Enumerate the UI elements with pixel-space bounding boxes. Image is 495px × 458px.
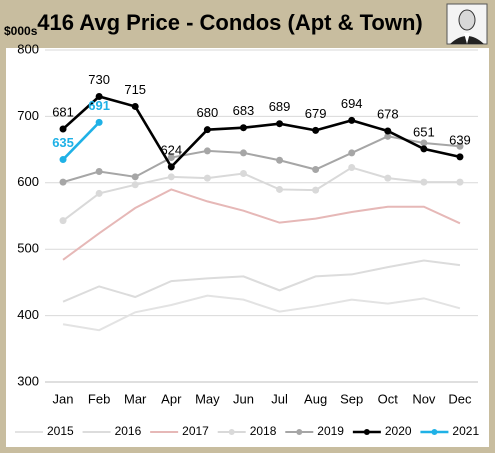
x-tick-label: May: [195, 391, 220, 406]
point: [239, 124, 247, 132]
x-tick-label: Nov: [412, 391, 436, 406]
point: [167, 154, 175, 162]
point: [276, 185, 284, 193]
point: [348, 164, 356, 172]
point: [95, 168, 103, 176]
legend-label: 2020: [385, 424, 412, 438]
point: [276, 120, 284, 128]
data-label: 715: [124, 82, 146, 97]
legend-marker: [296, 429, 303, 435]
x-tick-label: Jul: [271, 391, 288, 406]
data-label: 694: [341, 96, 363, 111]
legend-marker: [363, 429, 370, 435]
point: [95, 118, 103, 126]
point: [95, 189, 103, 197]
point: [203, 174, 211, 182]
x-tick-label: Oct: [378, 391, 399, 406]
legend-label: 2015: [47, 424, 74, 438]
data-label: 678: [377, 106, 399, 121]
point: [59, 125, 67, 133]
point: [312, 186, 320, 194]
legend-label: 2016: [115, 424, 142, 438]
point: [167, 173, 175, 181]
y-tick-label: 400: [17, 307, 39, 322]
series-line: [62, 294, 461, 332]
point: [131, 173, 139, 181]
point: [348, 149, 356, 157]
y-tick-label: 600: [17, 174, 39, 189]
x-tick-label: Apr: [161, 391, 182, 406]
data-label: 680: [197, 105, 219, 120]
data-label: 635: [52, 135, 74, 150]
point: [239, 149, 247, 157]
legend-label: 2018: [250, 424, 277, 438]
x-tick-label: Feb: [88, 391, 110, 406]
point: [420, 178, 428, 186]
point: [384, 127, 392, 135]
series-line: [62, 259, 461, 303]
data-label: 681: [52, 104, 74, 119]
data-label: 624: [160, 142, 182, 157]
point: [312, 166, 320, 174]
y-tick-label: 800: [17, 41, 39, 56]
portrait-icon: [446, 3, 488, 45]
point: [131, 181, 139, 189]
data-label: 689: [269, 99, 291, 114]
data-label: 639: [449, 132, 471, 147]
data-label: 679: [305, 106, 327, 121]
point: [59, 156, 67, 164]
y-tick-label: 300: [17, 373, 39, 388]
x-tick-label: Sep: [340, 391, 363, 406]
series-line: [62, 135, 461, 184]
x-tick-label: Jun: [233, 391, 254, 406]
data-label: 651: [413, 124, 435, 139]
x-tick-label: Aug: [304, 391, 327, 406]
series-line: [62, 95, 461, 169]
point: [203, 147, 211, 155]
point: [420, 145, 428, 153]
y-tick-label: 500: [17, 241, 39, 256]
point: [348, 116, 356, 124]
data-label: 730: [88, 72, 110, 87]
y-tick-label: 700: [17, 108, 39, 123]
point: [203, 126, 211, 134]
point: [420, 139, 428, 147]
x-tick-label: Mar: [124, 391, 147, 406]
data-label: 691: [88, 98, 110, 113]
point: [131, 102, 139, 110]
series-line: [62, 166, 460, 222]
series-line: [62, 188, 461, 261]
point: [456, 178, 464, 186]
point: [456, 142, 464, 150]
point: [384, 174, 392, 182]
y-axis-label: $000s: [4, 24, 38, 38]
series-line: [62, 121, 101, 161]
legend-marker: [431, 429, 438, 435]
point: [59, 178, 67, 186]
legend-label: 2021: [452, 424, 479, 438]
point: [384, 132, 392, 140]
plot-background: [6, 48, 489, 447]
x-tick-label: Jan: [53, 391, 74, 406]
point: [95, 92, 103, 100]
point: [456, 153, 464, 161]
point: [276, 156, 284, 164]
point: [59, 217, 67, 225]
legend-marker: [228, 429, 235, 435]
chart-title: 416 Avg Price - Condos (Apt & Town): [37, 10, 422, 35]
data-label: 683: [233, 103, 255, 118]
x-tick-label: Dec: [448, 391, 472, 406]
legend-label: 2019: [317, 424, 344, 438]
legend-label: 2017: [182, 424, 209, 438]
point: [239, 170, 247, 178]
point: [167, 163, 175, 171]
point: [312, 126, 320, 134]
